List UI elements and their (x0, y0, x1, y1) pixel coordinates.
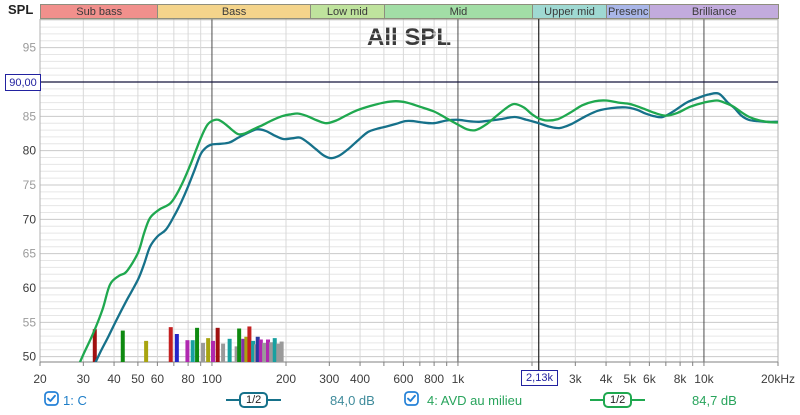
x-tick-label: 4k (600, 372, 614, 386)
y-tick-label: 60 (23, 281, 37, 295)
y-axis-labels: 50 55 60 65 70 75 80 85 95 (23, 41, 37, 364)
y-tick-label: 95 (23, 41, 37, 55)
x-tick-label: 10k (694, 372, 714, 386)
x-tick-label: 3k (569, 372, 583, 386)
bar (258, 339, 263, 362)
cursor-db-value-box[interactable]: 90,00 (5, 74, 41, 91)
bar (120, 330, 125, 362)
x-tick-label: 20kHz (761, 372, 795, 386)
x-tick-label: 1k (452, 372, 466, 386)
trace-1-checkbox[interactable] (44, 391, 59, 406)
smoothing-fraction: 1/2 (239, 391, 269, 408)
bar (276, 343, 281, 362)
bar (206, 338, 211, 362)
x-tick-label: 200 (276, 372, 296, 386)
trace-4-checkbox[interactable] (404, 391, 419, 406)
x-tick-label: 8k (674, 372, 688, 386)
legend-bar: 1: C 1/2 84,0 dB 4: AVD au milieu 1/2 84… (0, 388, 800, 415)
bar (168, 327, 173, 362)
bar (269, 342, 274, 362)
bar (272, 338, 277, 362)
bar (185, 340, 190, 362)
x-tick-label: 40 (107, 372, 121, 386)
trace-curve-4 (78, 99, 778, 362)
bar (237, 328, 242, 362)
smoothing-wire (268, 398, 282, 401)
bar (227, 338, 232, 362)
x-tick-label: 50 (131, 372, 145, 386)
trace-4-smoothing-indicator: 1/2 (590, 391, 646, 408)
bar (211, 340, 216, 362)
bar (221, 343, 226, 362)
x-tick-label: 6k (643, 372, 657, 386)
bar (195, 327, 200, 362)
y-tick-label: 50 (23, 350, 37, 364)
trace-1-smoothing-indicator: 1/2 (226, 391, 282, 408)
chart-title: All SPL (366, 24, 451, 51)
band-presenc: Presenc (606, 4, 651, 19)
y-tick-label: 65 (23, 247, 37, 261)
x-tick-label: 60 (151, 372, 165, 386)
bar (201, 342, 206, 362)
grid-vertical (39, 19, 779, 366)
bar (279, 341, 284, 362)
trace-1-label[interactable]: 1: C (63, 393, 87, 408)
x-tick-label: 600 (393, 372, 413, 386)
bar (244, 336, 249, 362)
smoothing-wire (632, 398, 646, 401)
bar (266, 339, 271, 362)
cursor-crosshair (40, 19, 778, 370)
smoothing-wire (226, 398, 239, 401)
low-level-bars (92, 326, 284, 362)
grid-horizontal (40, 19, 778, 358)
bar (92, 329, 97, 362)
bar (190, 340, 195, 362)
x-tick-label: 5k (624, 372, 638, 386)
y-axis-unit-label: SPL (8, 2, 34, 17)
x-tick-label: 300 (319, 372, 339, 386)
bar (247, 326, 252, 362)
y-tick-label: 75 (23, 178, 37, 192)
x-tick-label: 800 (424, 372, 444, 386)
x-tick-label: 100 (202, 372, 222, 386)
bar (251, 340, 256, 362)
x-tick-label: 80 (181, 372, 195, 386)
x-tick-label: 30 (77, 372, 91, 386)
trace-1-cursor-value: 84,0 dB (330, 393, 375, 408)
x-tick-label: 20 (33, 372, 47, 386)
bar (215, 327, 220, 362)
trace-4-label[interactable]: 4: AVD au milieu (427, 393, 523, 408)
y-tick-label: 55 (23, 315, 37, 329)
decade-lines (211, 19, 705, 362)
cursor-frequency-value-box[interactable]: 2,13k (521, 370, 558, 386)
x-axis-labels: 20 30 40 50 60 80 100 200 300 400 600 800 1k 3k 4k 5k 6k… (33, 372, 795, 386)
bar (262, 342, 267, 362)
x-tick-label: 400 (350, 372, 370, 386)
plot-frame (39, 18, 779, 363)
bar (255, 336, 260, 362)
y-tick-label: 80 (23, 144, 37, 158)
smoothing-wire (590, 398, 603, 401)
trace-curve-1 (94, 91, 778, 362)
y-tick-label: 70 (23, 212, 37, 226)
trace-4-cursor-value: 84,7 dB (692, 393, 737, 408)
bar (241, 338, 246, 362)
y-tick-label: 85 (23, 109, 37, 123)
bar (234, 346, 239, 362)
bar (144, 340, 149, 362)
smoothing-fraction: 1/2 (603, 391, 633, 408)
bar (174, 334, 179, 362)
